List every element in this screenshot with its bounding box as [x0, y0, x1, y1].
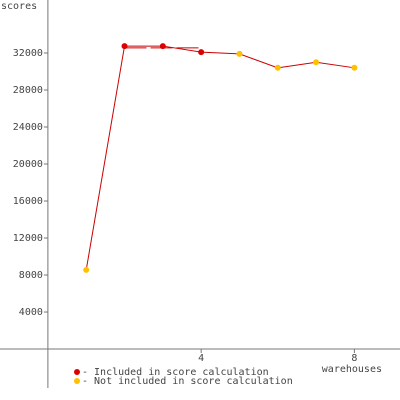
y-tick-label: 12000 [13, 233, 43, 244]
x-tick-label: 8 [351, 353, 357, 364]
data-point [236, 50, 243, 57]
data-point [198, 49, 205, 56]
y-tick-label: 8000 [19, 270, 43, 281]
x-tick-label: 4 [198, 353, 204, 364]
y-tick-label: 20000 [13, 159, 43, 170]
legend-label: - Not included in score calculation [82, 376, 293, 387]
data-point [351, 64, 358, 71]
data-point [121, 43, 128, 50]
y-tick-label: 32000 [13, 48, 43, 59]
y-tick-label: 24000 [13, 122, 43, 133]
legend-marker [74, 378, 80, 384]
data-line [85, 45, 355, 271]
y-tick-label: 16000 [13, 196, 43, 207]
data-point [274, 64, 281, 71]
legend-marker [74, 369, 80, 375]
y-tick-label: 28000 [13, 85, 43, 96]
data-point [83, 266, 90, 273]
legend-label: - Included in score calculation [82, 367, 269, 378]
x-axis-label: warehouses [322, 364, 382, 375]
data-point [313, 59, 320, 66]
y-tick-label: 4000 [19, 307, 43, 318]
data-point [159, 43, 166, 50]
y-axis-label: scores [1, 1, 37, 12]
